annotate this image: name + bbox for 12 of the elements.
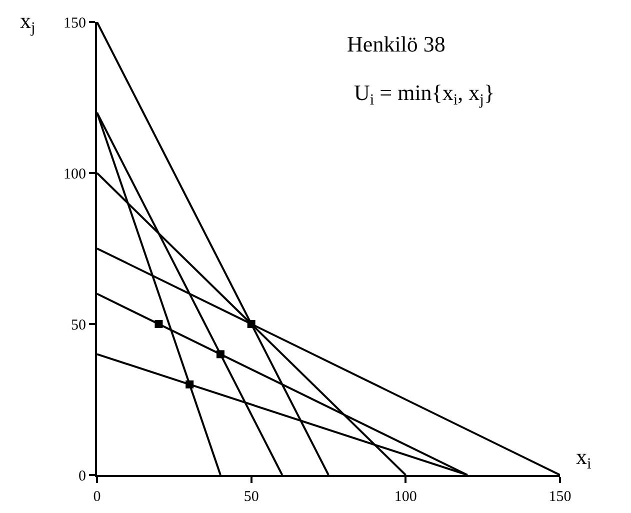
x-tick-label: 0 (93, 489, 101, 505)
x-axis-title: x$_{i}$ (576, 444, 592, 473)
x-tick-label: 50 (244, 489, 259, 505)
y-axis-title: x$_{j}$ (20, 8, 36, 37)
x-tick-label: 100 (394, 489, 417, 505)
text: Henkilö 38 (347, 31, 446, 56)
x-tick-label: 150 (548, 489, 572, 505)
y-tick-label: 0 (78, 468, 86, 484)
y-tick-label: 150 (64, 15, 86, 32)
annotation: U$_{i}$ = min{x$_{i}$, x$_{j}$} (354, 80, 494, 109)
y-tick-label: 50 (71, 317, 86, 334)
y-tick-label: 100 (64, 166, 86, 182)
